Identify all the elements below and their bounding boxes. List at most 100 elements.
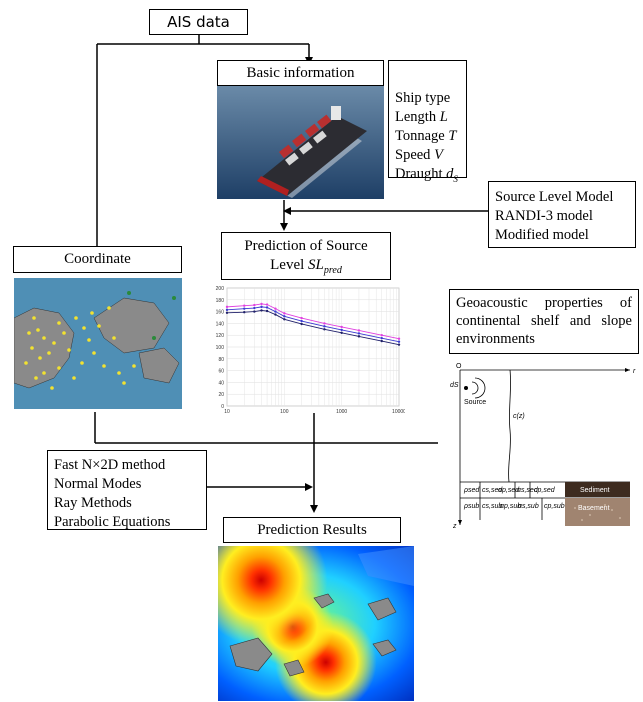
- ship-marker: [24, 361, 28, 365]
- ship-marker: [62, 331, 66, 335]
- data-point: [265, 303, 269, 306]
- data-point: [260, 302, 263, 306]
- coordinate-box: Coordinate: [13, 246, 182, 273]
- ship-marker: [57, 366, 61, 370]
- ship-marker: [67, 348, 71, 352]
- basement-label: Basement: [578, 505, 610, 512]
- y-tick-label: 140: [216, 321, 225, 327]
- ship-marker: [122, 381, 126, 385]
- data-point: [274, 313, 277, 316]
- series-line: [226, 303, 400, 340]
- method-item: Normal Modes: [54, 476, 142, 492]
- ais-map: [14, 278, 182, 409]
- y-tick-label: 40: [218, 380, 224, 386]
- y-tick-label: 0: [221, 404, 224, 410]
- data-point: [253, 306, 256, 310]
- sub-param: ρsub: [463, 503, 479, 510]
- ship-marker: [90, 311, 94, 315]
- ship-marker: [27, 331, 31, 335]
- geoacoustic-diagram: O r z dS Source c(z) Sediment Basement ρ…: [450, 363, 636, 530]
- map-illustration: [14, 278, 182, 409]
- basic-information-box: Basic information: [217, 60, 384, 86]
- data-point: [323, 328, 326, 331]
- data-point: [300, 319, 303, 323]
- ais-data-box: AIS data: [149, 9, 248, 35]
- ship-marker: [36, 328, 40, 332]
- prediction-source-level-box: Prediction of Source Level SLpred: [221, 232, 391, 280]
- z-axis-label: z: [452, 523, 457, 530]
- cz-label: c(z): [513, 413, 525, 420]
- islands-overlay: [229, 546, 414, 677]
- ship-tonnage: Tonnage T: [395, 128, 457, 144]
- r-axis-label: r: [633, 368, 636, 375]
- data-point: [243, 304, 246, 307]
- ship-marker: [52, 341, 56, 345]
- prediction-results-label: Prediction Results: [257, 521, 367, 538]
- data-point: [225, 305, 229, 309]
- source-level-chart: 0 20 40 60 80 100 120 140 160 180 200 10 100 1000 1000…: [216, 286, 405, 415]
- x-tick-label: 1000: [336, 409, 347, 415]
- geoacoustic-properties-box: Geoacoustic properties of continental sh…: [449, 289, 639, 354]
- data-point: [225, 311, 229, 314]
- y-tick-label: 200: [216, 286, 225, 292]
- ship-photo: [217, 86, 384, 199]
- ship-marker: [87, 338, 91, 342]
- basic-information-label: Basic information: [246, 64, 355, 81]
- coordinate-label: Coordinate: [64, 251, 131, 267]
- y-tick-label: 160: [216, 310, 225, 316]
- x-tick-label: 100: [280, 409, 289, 415]
- data-point: [283, 315, 286, 318]
- x-tick-label: 10: [224, 409, 230, 415]
- data-point: [265, 309, 269, 313]
- data-point: [243, 307, 246, 310]
- method-item: Fast N×2D method: [54, 457, 166, 473]
- prediction-sl-line2: Level SLpred: [270, 257, 342, 276]
- ship-illustration: [217, 86, 384, 199]
- ship-marker: [30, 346, 34, 350]
- data-point: [340, 328, 343, 332]
- ship-marker: [102, 364, 106, 368]
- ship-marker: [112, 336, 116, 340]
- sed-param: ρsed: [463, 487, 480, 494]
- y-tick-label: 60: [218, 369, 224, 375]
- data-point: [340, 331, 343, 335]
- ship-marker: [97, 324, 101, 328]
- geoacoustic-label: Geoacoustic properties of continental sh…: [456, 295, 632, 347]
- data-point: [357, 332, 361, 335]
- data-point: [300, 322, 303, 326]
- method-item: Parabolic Equations: [54, 514, 171, 530]
- y-tick-label: 20: [218, 392, 224, 398]
- ship-marker: [74, 316, 78, 320]
- data-point: [283, 312, 286, 315]
- data-point: [397, 343, 401, 346]
- sed-param: cs,sed: [482, 487, 503, 494]
- data-point: [357, 335, 361, 338]
- data-point: [340, 325, 343, 329]
- y-tick-label: 180: [216, 298, 225, 304]
- ship-marker: [42, 336, 46, 340]
- data-point: [380, 339, 383, 343]
- ship-marker: [82, 326, 86, 330]
- data-point: [265, 306, 269, 309]
- data-point: [397, 340, 401, 343]
- sl-model-item: Modified model: [495, 227, 589, 243]
- ship-marker: [38, 356, 42, 360]
- y-tick-label: 100: [216, 345, 225, 351]
- data-point: [225, 308, 229, 312]
- ship-marker: [72, 376, 76, 380]
- sed-param: cp,sed: [534, 487, 556, 494]
- source-label: Source: [464, 399, 486, 406]
- sed-param: αs,sed: [517, 487, 539, 494]
- ship-marker: [57, 321, 61, 325]
- prediction-results-box: Prediction Results: [223, 517, 401, 543]
- data-point: [253, 310, 256, 313]
- data-point: [283, 318, 286, 321]
- ais-data-label: AIS data: [167, 13, 230, 31]
- data-point: [357, 329, 361, 332]
- ship-marker: [50, 386, 54, 390]
- sub-param: cp,sub: [544, 503, 565, 510]
- data-point: [323, 322, 326, 325]
- ship-marker: [47, 351, 51, 355]
- data-point: [253, 303, 256, 307]
